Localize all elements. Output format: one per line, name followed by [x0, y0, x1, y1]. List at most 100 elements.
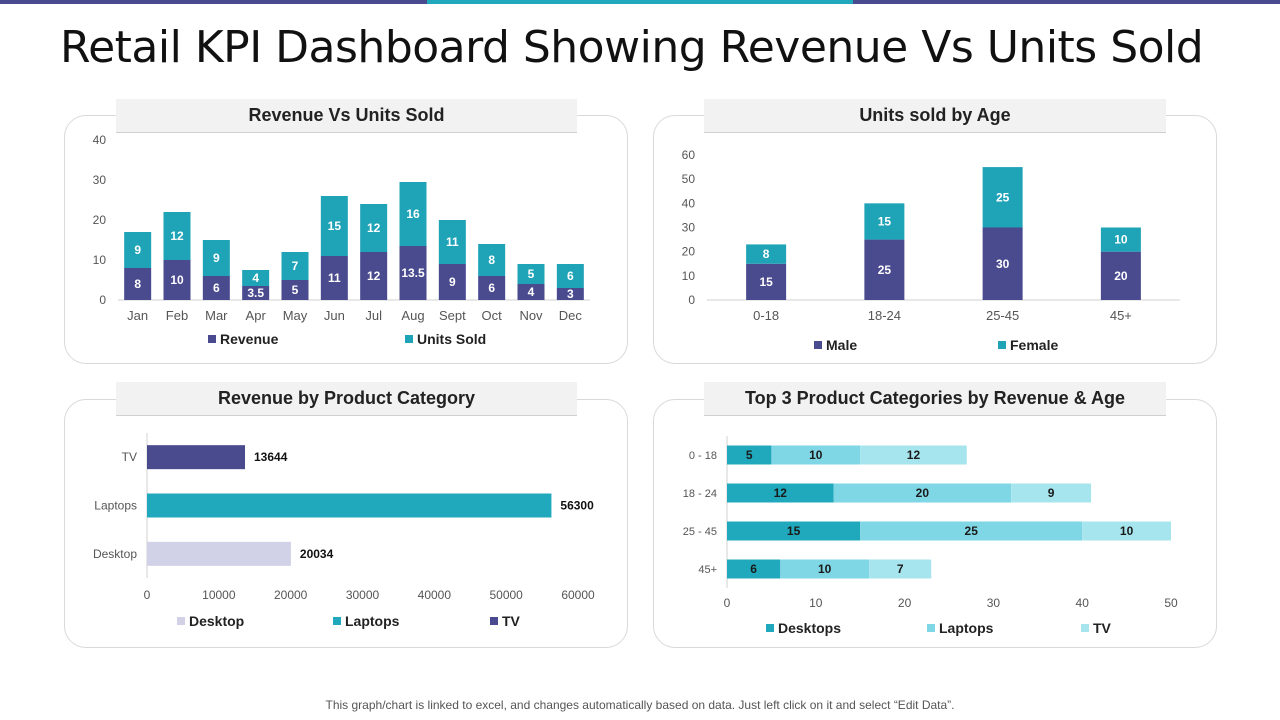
bar-tv — [869, 559, 932, 579]
legend-swatch — [333, 617, 341, 625]
bar-desktop — [147, 541, 291, 566]
x-tick-label: Apr — [246, 308, 267, 323]
x-tick-label: 25-45 — [986, 308, 1019, 323]
x-tick-label: 20 — [898, 596, 912, 610]
data-label: 10 — [818, 562, 832, 576]
bar-revenue — [163, 260, 191, 300]
data-label: 12 — [367, 221, 381, 235]
y-tick-label: 0 — [688, 293, 695, 307]
bar-revenue — [438, 264, 466, 300]
bar-revenue — [202, 276, 230, 300]
x-tick-label: 40 — [1076, 596, 1090, 610]
revenue-category-title: Revenue by Product Category — [116, 382, 577, 416]
data-label: 5 — [528, 267, 535, 281]
legend-swatch — [927, 624, 935, 632]
x-tick-label: 18-24 — [868, 308, 901, 323]
legend-label: Male — [826, 337, 857, 353]
data-label: 8 — [134, 277, 141, 291]
x-tick-label: 60000 — [561, 588, 595, 602]
bar-revenue — [124, 268, 152, 300]
data-label: 20 — [916, 486, 930, 500]
data-label: 12 — [774, 486, 788, 500]
legend-swatch — [405, 335, 413, 343]
bar-revenue — [281, 280, 309, 300]
x-tick-label: 20000 — [274, 588, 308, 602]
x-tick-label: Jan — [127, 308, 148, 323]
top3-categories-title: Top 3 Product Categories by Revenue & Ag… — [704, 382, 1166, 416]
bar-revenue — [399, 246, 427, 300]
y-tick-label: 10 — [682, 269, 696, 283]
x-tick-label: Nov — [519, 308, 543, 323]
bar-desktops — [727, 521, 861, 541]
x-tick-label: 50000 — [489, 588, 523, 602]
bar-male — [982, 227, 1023, 300]
data-label: 4 — [252, 271, 259, 285]
data-label: 6 — [488, 281, 495, 295]
data-label: 6 — [567, 269, 574, 283]
bar-laptops — [780, 559, 870, 579]
data-label: 10 — [170, 273, 184, 287]
y-tick-label: 20 — [682, 245, 696, 259]
data-label: 15 — [759, 275, 773, 289]
data-label: 6 — [750, 562, 757, 576]
y-tick-label: 40 — [682, 196, 696, 210]
bar-tv — [147, 445, 246, 470]
bar-revenue — [242, 286, 270, 300]
bar-female — [982, 167, 1023, 228]
bar-female — [1100, 227, 1141, 252]
bar-laptops — [771, 445, 861, 465]
bar-units-sold — [478, 244, 506, 276]
bar-units-sold — [399, 182, 427, 246]
x-tick-label: 0-18 — [753, 308, 779, 323]
bar-desktops — [727, 483, 834, 503]
legend-swatch — [1081, 624, 1089, 632]
legend-swatch — [814, 341, 822, 349]
data-label: 3 — [567, 287, 574, 301]
y-tick-label: 30 — [93, 173, 107, 187]
x-tick-label: Jun — [324, 308, 345, 323]
y-tick-label: TV — [122, 450, 137, 464]
legend-swatch — [998, 341, 1006, 349]
bar-male — [1100, 251, 1141, 300]
legend-label: Laptops — [939, 620, 994, 636]
bar-units-sold — [242, 270, 270, 286]
x-tick-label: Feb — [166, 308, 188, 323]
page-title: Retail KPI Dashboard Showing Revenue Vs … — [60, 22, 1204, 73]
y-tick-label: 25 - 45 — [683, 526, 717, 538]
data-label: 8 — [763, 247, 770, 261]
data-label: 9 — [134, 243, 141, 257]
y-tick-label: Laptops — [94, 499, 137, 513]
data-label: 15 — [328, 219, 342, 233]
x-tick-label: 0 — [144, 588, 151, 602]
data-label: 25 — [965, 524, 979, 538]
bar-units-sold — [556, 264, 584, 288]
data-label: 5 — [292, 283, 299, 297]
y-tick-label: 50 — [682, 172, 696, 186]
data-label: 9 — [1048, 486, 1055, 500]
legend-swatch — [490, 617, 498, 625]
data-label: 12 — [170, 229, 184, 243]
x-tick-label: 40000 — [418, 588, 452, 602]
legend-label: TV — [1093, 620, 1112, 636]
y-tick-label: 18 - 24 — [683, 488, 717, 500]
bar-laptops — [147, 493, 552, 518]
bar-female — [864, 203, 905, 240]
data-label: 13644 — [254, 450, 288, 464]
y-tick-label: 40 — [93, 133, 107, 147]
data-label: 3.5 — [247, 286, 264, 300]
bar-revenue — [360, 252, 388, 300]
footer-note: This graph/chart is linked to excel, and… — [325, 698, 955, 712]
x-tick-label: May — [283, 308, 308, 323]
data-label: 15 — [878, 214, 892, 228]
y-tick-label: 30 — [682, 221, 696, 235]
x-tick-label: 50 — [1164, 596, 1178, 610]
legend-label: Desktops — [778, 620, 841, 636]
bar-male — [864, 239, 905, 300]
bar-units-sold — [281, 252, 309, 280]
data-label: 7 — [292, 259, 299, 273]
units-by-age-title: Units sold by Age — [704, 99, 1166, 133]
legend-label: Female — [1010, 337, 1058, 353]
bar-units-sold — [517, 264, 545, 284]
